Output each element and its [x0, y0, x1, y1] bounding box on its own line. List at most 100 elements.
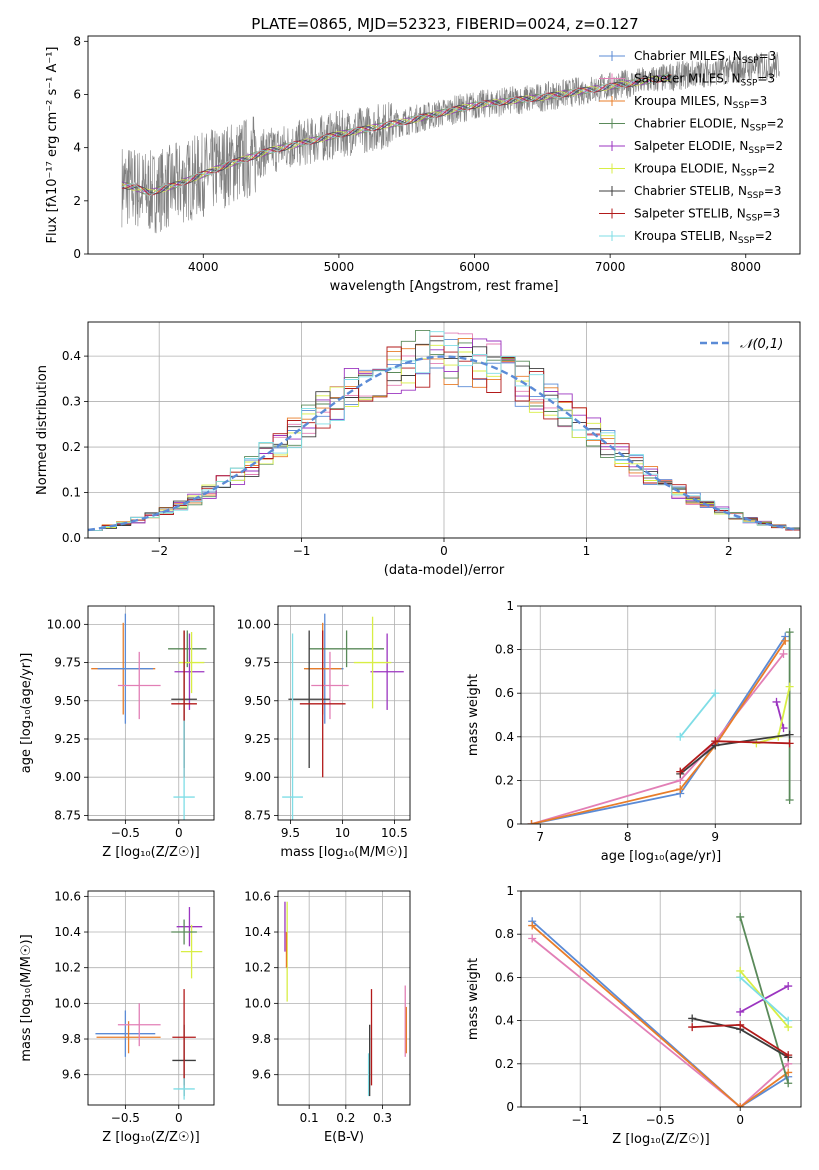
legend-entry: Chabrier STELIB, NSSP=3: [634, 184, 782, 201]
mass-weight-marker: [676, 785, 685, 794]
x-tick-label: −2: [150, 544, 168, 558]
panel-mass-vs-EBV: 0.1 0.2 0.3 9.6 9.8 10.0 10.2 10.4 10.6 E(B-V): [244, 889, 411, 1145]
y-axis-label: mass weight: [466, 958, 481, 1040]
y-tick-label: 9.8: [252, 1032, 271, 1046]
mass-weight-line: [531, 640, 787, 824]
mass-weight-marker: [784, 1079, 793, 1088]
x-tick-label: 0: [175, 826, 183, 840]
legend-nssp: =3: [757, 72, 775, 86]
figure-title: PLATE=0865, MJD=52323, FIBERID=0024, z=0…: [251, 15, 638, 33]
legend-model-name: Chabrier MILES, N: [634, 49, 742, 63]
mass-weight-marker: [676, 767, 685, 776]
legend-entry: 𝒩(0,1): [740, 337, 783, 352]
y-tick-label: 8.75: [54, 808, 81, 822]
mass-weight-marker: [527, 820, 536, 824]
plot-area-mass-weight-vs-age: [521, 606, 801, 824]
mass-weight-marker: [784, 1016, 793, 1025]
y-axis-label: mass [log₁₀(M/M☉)]: [19, 934, 34, 1061]
panel-spectrum: 4000 5000 6000 7000 8000 0 2 4 6 8 wavelength [Ang…: [45, 34, 801, 294]
legend-subscript: SSP: [742, 56, 759, 66]
y-tick-label: 9.6: [252, 1068, 271, 1082]
mass-weight-marker: [785, 730, 794, 739]
legend-nssp: =3: [750, 94, 768, 108]
residual-histogram-step: [88, 331, 800, 538]
y-tick-label: 8: [73, 34, 81, 48]
legend-subscript: SSP: [738, 236, 755, 246]
x-tick-label: −0.5: [111, 826, 140, 840]
panel-mass-weight-vs-Z: −1 −0.5 0 0 0.2 0.4 0.6 0.8 1 Z [log₁₀(Z/Z☉)] mass…: [466, 884, 802, 1147]
y-tick-label: 9.75: [244, 656, 271, 670]
x-tick-label: 0: [175, 1111, 183, 1125]
y-tick-label: 6: [73, 87, 81, 101]
y-tick-label: 10.4: [54, 925, 81, 939]
legend-nssp: =2: [766, 117, 784, 131]
y-tick-label: 10.2: [244, 961, 271, 975]
x-tick-label: 9: [711, 830, 719, 844]
mass-weight-line: [531, 924, 789, 1107]
y-tick-label: 10.00: [237, 617, 271, 631]
plot-area-age-vs-Z: [88, 606, 214, 820]
mass-weight-marker: [784, 1051, 793, 1060]
x-tick-label: 6000: [459, 260, 490, 274]
legend-subscript: SSP: [741, 169, 758, 179]
y-tick-label: 9.00: [54, 770, 81, 784]
x-tick-label: 0.2: [336, 1111, 355, 1125]
mass-weight-marker: [785, 796, 794, 805]
y-tick-label: 9.00: [244, 770, 271, 784]
axes-frame: [87, 321, 801, 539]
x-tick-label: 1: [583, 544, 591, 558]
y-tick-label: 9.25: [54, 732, 81, 746]
y-tick-label: 0.6: [495, 970, 514, 984]
legend-nssp: =3: [759, 49, 777, 63]
y-tick-label: 0.4: [62, 349, 81, 363]
x-tick-label: 0.3: [373, 1111, 392, 1125]
y-tick-label: 1: [506, 599, 514, 613]
x-tick-label: 2: [725, 544, 733, 558]
y-tick-label: 9.25: [244, 732, 271, 746]
legend-nssp: =2: [755, 229, 773, 243]
x-tick-label: 7000: [595, 260, 626, 274]
x-tick-label: −1: [293, 544, 311, 558]
legend-entry: Salpeter ELODIE, NSSP=2: [634, 139, 783, 156]
y-axis-label: Normed distribution: [35, 365, 50, 495]
legend-entry: Salpeter MILES, NSSP=3: [634, 72, 775, 89]
y-tick-label: 10.00: [47, 617, 81, 631]
y-tick-label: 0.2: [495, 1057, 514, 1071]
x-axis-label: (data-model)/error: [384, 563, 505, 578]
legend-subscript: SSP: [747, 191, 764, 201]
plot-area-mass-vs-EBV: [278, 891, 410, 1105]
legend-subscript: SSP: [733, 101, 750, 111]
y-tick-label: 0.4: [495, 730, 514, 744]
legend-nssp: =3: [763, 207, 781, 221]
legend-model-name: Salpeter STELIB, N: [634, 207, 746, 221]
axes-frame: [277, 890, 411, 1106]
mass-weight-marker: [736, 912, 745, 921]
legend-model-name: Salpeter MILES, N: [634, 72, 741, 86]
x-tick-label: 9.5: [281, 826, 300, 840]
x-axis-label: Z [log₁₀(Z/Z☉)]: [612, 1132, 709, 1147]
legend-model-name: Kroupa ELODIE, N: [634, 162, 741, 176]
mass-weight-marker: [772, 697, 781, 706]
y-tick-label: 9.50: [244, 694, 271, 708]
y-tick-label: 0.8: [495, 927, 514, 941]
legend-nssp: =3: [764, 184, 782, 198]
mass-weight-marker: [736, 973, 745, 982]
legend-entry: Kroupa STELIB, NSSP=2: [634, 229, 772, 246]
x-axis-label: mass [log₁₀(M/M☉)]: [280, 845, 407, 860]
panel-mass-weight-vs-age: 7 8 9 0 0.2 0.4 0.6 0.8 1 age [log₁₀(age/yr)] mass…: [466, 599, 802, 864]
mass-weight-line: [531, 937, 789, 1107]
y-tick-label: 9.50: [54, 694, 81, 708]
mass-weight-marker: [736, 1103, 745, 1107]
panel-age-vs-mass: 9.5 10 10.5 8.75 9.00 9.25 9.50 9.75 10.00 mass […: [237, 605, 411, 860]
legend-nssp: =2: [757, 162, 775, 176]
mass-weight-marker: [785, 682, 794, 691]
y-tick-label: 0.0: [62, 531, 81, 545]
x-tick-label: 4000: [188, 260, 219, 274]
axes-frame: [87, 890, 215, 1106]
mass-weight-marker: [528, 921, 537, 930]
legend-entry: Chabrier MILES, NSSP=3: [634, 49, 776, 66]
mass-weight-marker: [736, 1020, 745, 1029]
mass-weight-line: [531, 920, 789, 1107]
x-tick-label: 8: [624, 830, 632, 844]
